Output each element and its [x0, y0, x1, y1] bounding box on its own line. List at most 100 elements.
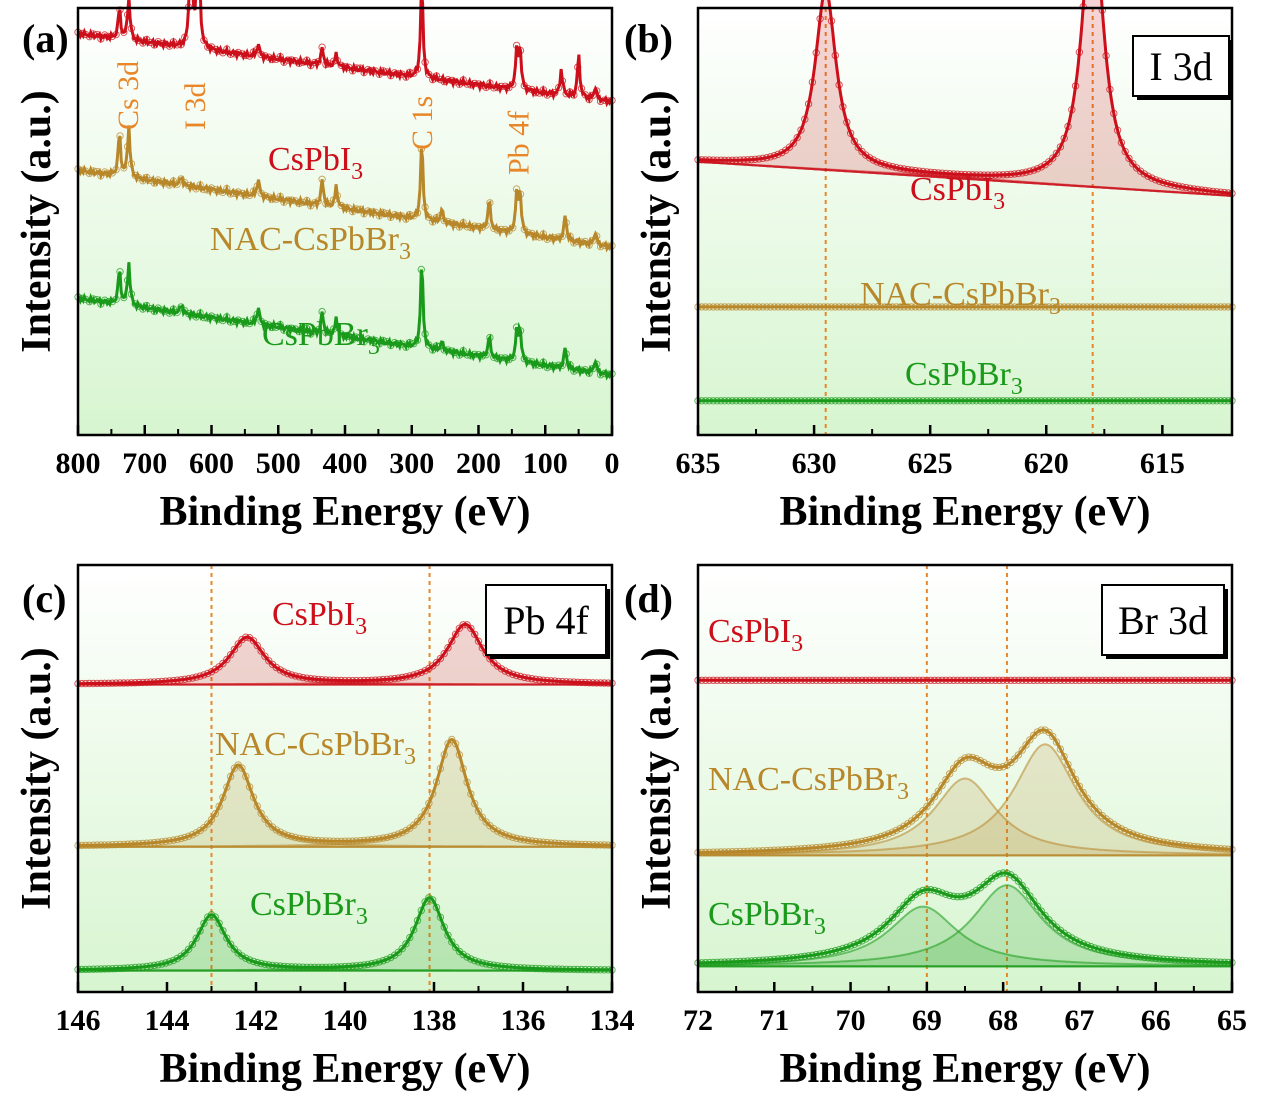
data-point: [402, 940, 410, 948]
data-point: [1113, 823, 1122, 831]
data-point: [406, 933, 414, 942]
x-tick-label: 620: [1024, 447, 1069, 480]
data-point: [942, 775, 950, 784]
data-point: [949, 764, 958, 773]
y-axis-title: Intensity (a.u.): [14, 647, 60, 910]
series-label-main: NAC-CsPbBr: [708, 761, 898, 798]
data-point: [444, 644, 452, 652]
data-point: [896, 905, 904, 914]
data-point: [1045, 158, 1053, 166]
series-label: CsPbBr3: [905, 356, 1023, 400]
data-point: [192, 934, 200, 942]
series-label: CsPbBr3: [262, 316, 380, 360]
series-label-sub: 3: [404, 744, 416, 770]
data-point: [988, 874, 996, 883]
series-label: CsPbI3: [272, 596, 367, 640]
series-label: CsPbI3: [708, 613, 803, 657]
data-point: [425, 664, 433, 673]
data-point: [249, 637, 258, 645]
region-box: [1132, 35, 1230, 97]
x-tick-label: 300: [389, 447, 434, 480]
data-point: [261, 652, 269, 660]
data-point: [1087, 799, 1095, 808]
panel-label: (b): [624, 16, 673, 61]
data-point: [257, 809, 265, 817]
data-point: [276, 666, 284, 674]
data-point: [1026, 892, 1034, 900]
data-point: [1049, 732, 1057, 741]
x-tick-label: 600: [189, 447, 234, 480]
data-point: [261, 815, 269, 823]
data-point: [1071, 775, 1080, 784]
data-point: [1060, 929, 1068, 937]
x-axis-title: Binding Energy (eV): [779, 489, 1150, 535]
fit-background: [697, 160, 1233, 197]
data-point: [490, 825, 498, 833]
data-point: [904, 897, 912, 905]
data-point: [915, 810, 923, 819]
series-label-main: NAC-CsPbBr: [210, 221, 400, 258]
x-axis-title: Binding Energy (eV): [159, 1046, 530, 1092]
data-point: [471, 630, 479, 638]
series-label-main: CsPbBr: [708, 896, 814, 933]
data-point: [854, 143, 862, 151]
data-point: [1129, 160, 1137, 168]
data-point: [398, 944, 406, 953]
series-label-main: NAC-CsPbBr: [215, 726, 405, 763]
data-point: [1049, 154, 1057, 162]
data-point: [184, 945, 193, 953]
data-point: [1064, 932, 1072, 940]
data-point: [181, 949, 189, 957]
data-point: [421, 807, 429, 815]
series-line: [698, 871, 1233, 965]
x-tick-label: 70: [836, 1004, 866, 1037]
x-tick-label: 635: [676, 447, 721, 480]
series-label-sub: 3: [368, 334, 380, 360]
data-point: [1018, 746, 1026, 754]
data-point: [459, 950, 467, 959]
data-point: [919, 807, 927, 815]
data-point: [938, 781, 946, 790]
series-line: [77, 125, 613, 253]
region-label: I 3d: [1149, 44, 1212, 89]
data-point: [211, 810, 220, 818]
series-label: NAC-CsPbBr3: [708, 761, 909, 805]
data-point: [436, 654, 445, 663]
data-point: [892, 909, 900, 918]
data-point: [448, 637, 456, 645]
series-line: [77, 0, 613, 108]
data-point: [934, 787, 942, 795]
data-point: [337, 201, 345, 210]
x-tick-label: 700: [122, 447, 167, 480]
data-point: [1022, 741, 1030, 749]
data-point: [474, 807, 483, 815]
series-label: CsPbI3: [910, 171, 1005, 215]
series-label-main: CsPbI: [272, 596, 355, 633]
series-line: [78, 622, 613, 686]
peak-label: Cs 3d: [112, 61, 145, 130]
data-point: [900, 822, 908, 830]
data-point: [1033, 902, 1042, 910]
data-point: [1045, 728, 1053, 736]
data-point: [850, 137, 859, 146]
data-point: [207, 815, 216, 824]
x-tick-label: 69: [912, 1004, 942, 1037]
series-label-sub: 3: [356, 904, 368, 930]
data-point: [900, 901, 908, 909]
data-point: [211, 913, 220, 921]
x-tick-label: 500: [256, 447, 301, 480]
data-point: [1083, 794, 1091, 802]
data-point: [265, 657, 273, 665]
data-point: [417, 813, 425, 821]
x-tick-label: 630: [792, 447, 837, 480]
data-point: [991, 872, 1000, 880]
data-point: [1106, 818, 1114, 826]
data-point: [865, 154, 874, 162]
data-point: [980, 759, 988, 767]
data-point: [1125, 154, 1133, 163]
x-tick-label: 67: [1064, 1004, 1094, 1037]
data-point: [226, 651, 235, 659]
data-point: [1075, 782, 1084, 790]
